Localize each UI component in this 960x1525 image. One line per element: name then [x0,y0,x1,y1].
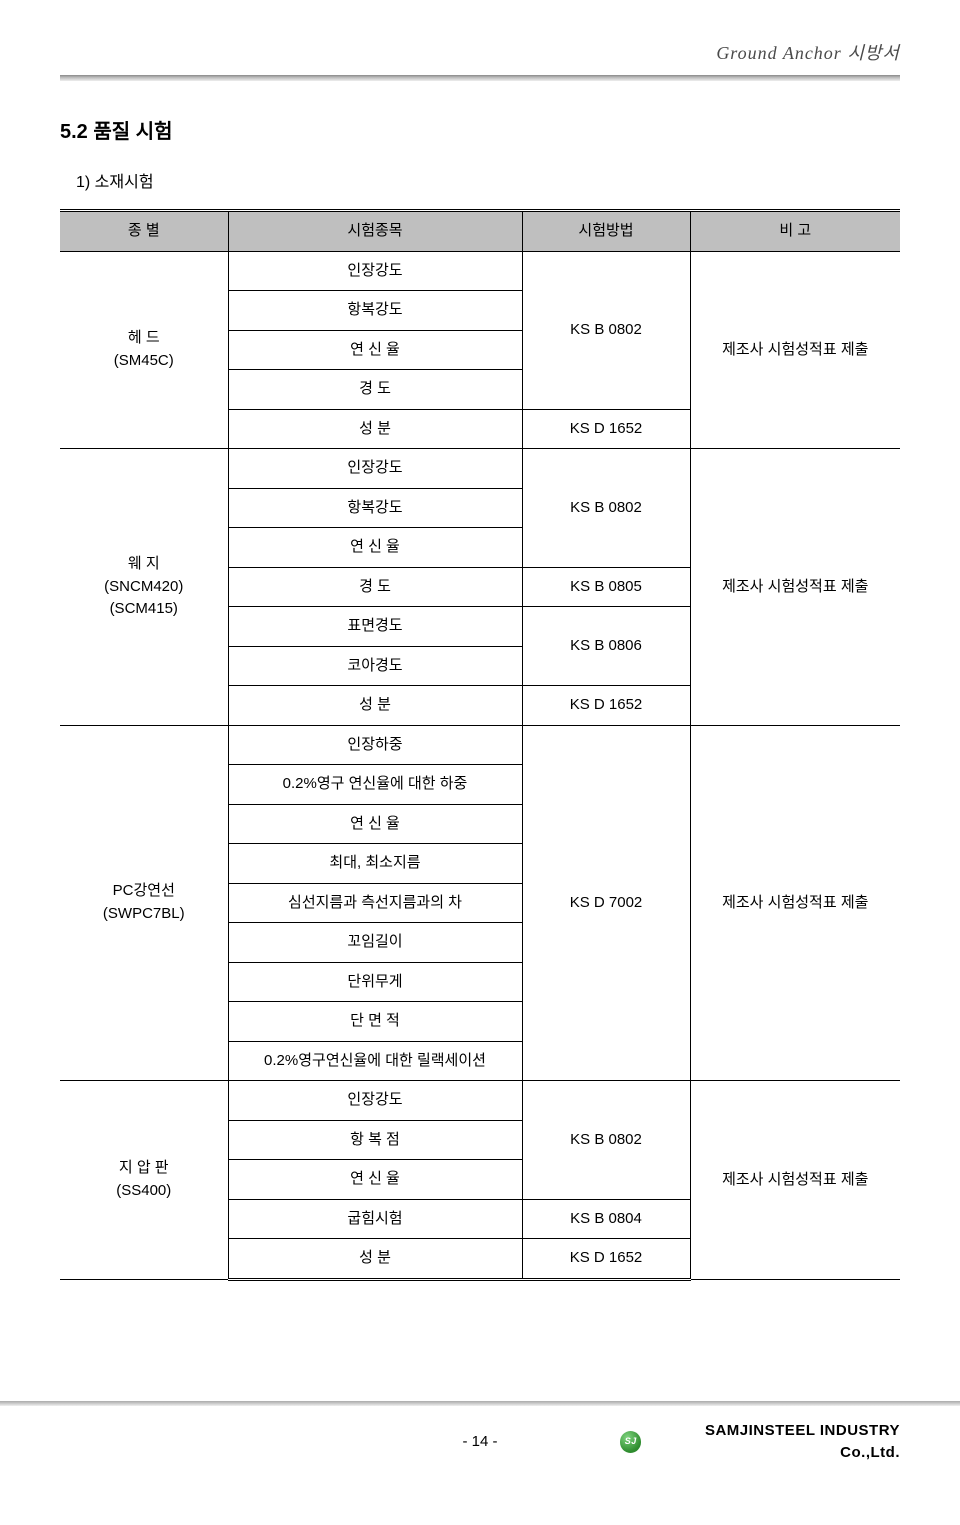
company-line: SJ SAMJINSTEEL INDUSTRY Co.,Ltd. [620,1420,900,1465]
doc-header-title: Ground Anchor 시방서 [60,30,900,75]
item-cell: 단 면 적 [228,1002,522,1042]
remark-cell: 제조사 시험성적표 제출 [690,251,900,449]
item-cell: 성 분 [228,409,522,449]
category-cell: 헤 드 (SM45C) [60,251,228,449]
item-cell: 항복강도 [228,291,522,331]
category-cell: 웨 지 (SNCM420) (SCM415) [60,449,228,726]
method-cell: KS D 7002 [522,725,690,1081]
item-cell: 0.2%영구 연신율에 대한 하중 [228,765,522,805]
method-cell: KS B 0802 [522,251,690,409]
item-cell: 표면경도 [228,607,522,647]
item-cell: 0.2%영구연신율에 대한 릴랙세이션 [228,1041,522,1081]
item-cell: 항복강도 [228,488,522,528]
item-cell: 굽힘시험 [228,1199,522,1239]
item-cell: 코아경도 [228,646,522,686]
page-footer: - 14 - SJ SAMJINSTEEL INDUSTRY Co.,Ltd. [0,1420,960,1465]
method-cell: KS B 0804 [522,1199,690,1239]
method-cell: KS D 1652 [522,409,690,449]
item-cell: 경 도 [228,370,522,410]
item-cell: 연 신 율 [228,804,522,844]
header-rule [60,75,900,81]
method-cell: KS B 0805 [522,567,690,607]
item-cell: 연 신 율 [228,330,522,370]
item-cell: 인장강도 [228,251,522,291]
remark-cell: 제조사 시험성적표 제출 [690,1081,900,1280]
item-cell: 항 복 점 [228,1120,522,1160]
category-cell: 지 압 판 (SS400) [60,1081,228,1280]
table-header-cell: 시험방법 [522,211,690,252]
item-cell: 연 신 율 [228,528,522,568]
method-cell: KS D 1652 [522,1239,690,1280]
item-cell: 인장강도 [228,1081,522,1121]
item-cell: 인장강도 [228,449,522,489]
spec-table: 종 별시험종목시험방법비 고 헤 드 (SM45C)인장강도KS B 0802제… [60,209,900,1281]
item-cell: 심선지름과 측선지름과의 차 [228,883,522,923]
company-logo-icon: SJ [620,1431,641,1453]
table-header-cell: 시험종목 [228,211,522,252]
item-cell: 단위무게 [228,962,522,1002]
item-cell: 최대, 최소지름 [228,844,522,884]
footer-rule [0,1401,960,1406]
item-cell: 성 분 [228,1239,522,1280]
method-cell: KS B 0806 [522,607,690,686]
category-cell: PC강연선 (SWPC7BL) [60,725,228,1081]
method-cell: KS B 0802 [522,1081,690,1200]
item-cell: 인장하중 [228,725,522,765]
method-cell: KS D 1652 [522,686,690,726]
item-cell: 경 도 [228,567,522,607]
item-cell: 꼬임길이 [228,923,522,963]
company-name: SAMJINSTEEL INDUSTRY Co.,Ltd. [647,1420,900,1465]
page-number: - 14 - [340,1431,620,1454]
item-cell: 연 신 율 [228,1160,522,1200]
table-header-cell: 비 고 [690,211,900,252]
section-subheading: 1) 소재시험 [76,171,900,195]
remark-cell: 제조사 시험성적표 제출 [690,449,900,726]
table-header-cell: 종 별 [60,211,228,252]
item-cell: 성 분 [228,686,522,726]
section-heading: 5.2 품질 시험 [60,117,900,147]
remark-cell: 제조사 시험성적표 제출 [690,725,900,1081]
method-cell: KS B 0802 [522,449,690,568]
